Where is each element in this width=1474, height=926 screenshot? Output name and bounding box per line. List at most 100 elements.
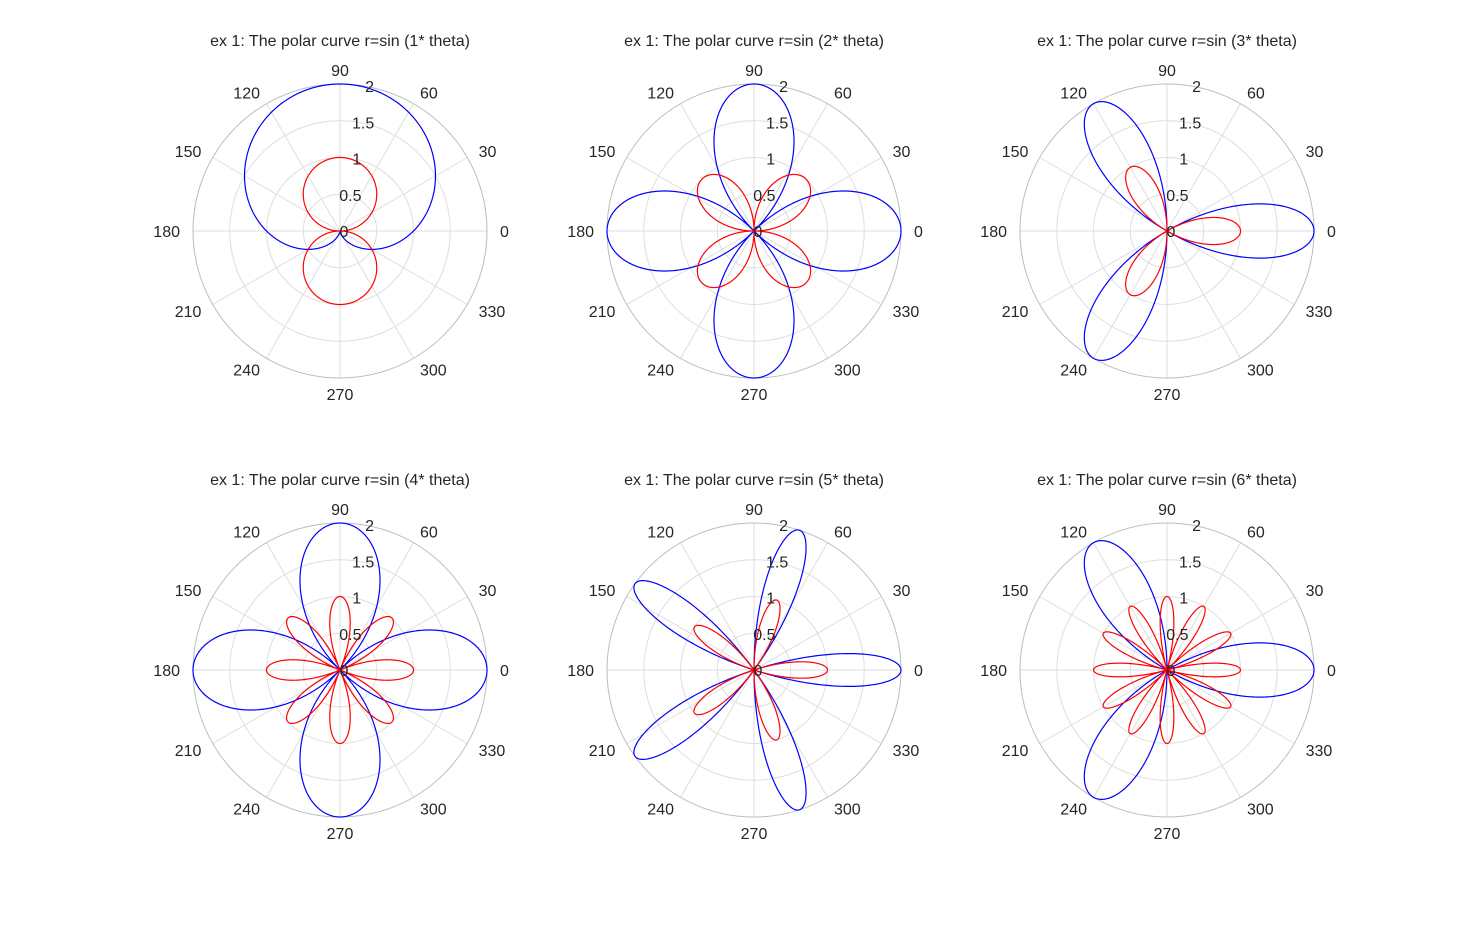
r-tick-label: 0 <box>1167 663 1176 680</box>
r-tick-label: 0 <box>340 663 349 680</box>
r-tick-label: 1 <box>352 591 361 608</box>
theta-tick-label: 60 <box>1247 524 1265 541</box>
r-tick-label: 0 <box>754 663 763 680</box>
angular-grid-line <box>1166 230 1295 305</box>
theta-tick-label: 0 <box>914 663 923 680</box>
r-tick-label: 2 <box>365 518 374 535</box>
r-tick-label: 1 <box>766 152 775 169</box>
theta-tick-label: 60 <box>834 85 852 102</box>
r-tick-label: 1 <box>1179 152 1188 169</box>
theta-tick-label: 210 <box>175 743 202 760</box>
theta-tick-label: 120 <box>647 524 674 541</box>
r-tick-label: 2 <box>779 79 788 96</box>
series-curve-blue <box>192 522 488 818</box>
r-tick-label: 1 <box>1179 591 1188 608</box>
polar-chart-6: ex 1: The polar curve r=sin (6* theta) 0 3… <box>980 472 1336 843</box>
series-curve-blue <box>1083 540 1315 800</box>
theta-tick-label: 210 <box>589 743 616 760</box>
chart-title: ex 1: The polar curve r=sin (5* theta) <box>624 472 884 489</box>
theta-tick-label: 330 <box>893 743 920 760</box>
angular-grid-line <box>680 669 755 798</box>
chart-title: ex 1: The polar curve r=sin (3* theta) <box>1037 33 1297 50</box>
theta-tick-label: 150 <box>175 144 202 161</box>
angular-grid-line <box>1166 103 1241 232</box>
theta-tick-label: 270 <box>1154 387 1181 404</box>
theta-tick-label: 30 <box>479 583 497 600</box>
theta-tick-label: 120 <box>233 524 260 541</box>
theta-tick-label: 210 <box>1002 304 1029 321</box>
theta-tick-label: 240 <box>1060 802 1087 819</box>
theta-tick-label: 90 <box>331 63 349 80</box>
r-tick-label: 0.5 <box>1166 627 1188 644</box>
theta-tick-label: 180 <box>153 663 180 680</box>
theta-tick-label: 0 <box>500 224 509 241</box>
r-tick-label: 2 <box>1192 79 1201 96</box>
theta-tick-label: 150 <box>1002 583 1029 600</box>
theta-tick-label: 150 <box>589 144 616 161</box>
theta-tick-label: 330 <box>479 743 506 760</box>
theta-tick-label: 0 <box>1327 663 1336 680</box>
theta-tick-label: 300 <box>834 363 861 380</box>
theta-tick-label: 330 <box>893 304 920 321</box>
theta-tick-label: 60 <box>420 524 438 541</box>
theta-tick-label: 180 <box>980 224 1007 241</box>
theta-tick-label: 330 <box>479 304 506 321</box>
theta-tick-label: 270 <box>1154 826 1181 843</box>
angular-grid-line <box>212 230 341 305</box>
angular-grid-line <box>266 230 341 359</box>
angular-grid-line <box>626 596 755 671</box>
theta-tick-label: 120 <box>233 85 260 102</box>
theta-tick-label: 90 <box>1158 63 1176 80</box>
theta-tick-label: 300 <box>420 363 447 380</box>
angular-grid-line <box>339 157 468 232</box>
r-tick-label: 1 <box>766 591 775 608</box>
theta-tick-label: 270 <box>741 826 768 843</box>
theta-tick-label: 210 <box>175 304 202 321</box>
theta-tick-label: 300 <box>420 802 447 819</box>
theta-tick-label: 30 <box>1306 144 1324 161</box>
angular-grid-line <box>1166 157 1295 232</box>
theta-tick-label: 120 <box>1060 85 1087 102</box>
theta-tick-label: 330 <box>1306 304 1333 321</box>
theta-tick-label: 150 <box>175 583 202 600</box>
r-tick-label: 0.5 <box>339 188 361 205</box>
r-tick-label: 2 <box>365 79 374 96</box>
theta-tick-label: 90 <box>745 63 763 80</box>
chart-title: ex 1: The polar curve r=sin (2* theta) <box>624 33 884 50</box>
angular-grid-line <box>753 669 882 744</box>
theta-tick-label: 300 <box>1247 363 1274 380</box>
r-tick-label: 2 <box>1192 518 1201 535</box>
angular-grid-line <box>266 103 341 232</box>
series-curve-red <box>1125 165 1242 297</box>
r-tick-label: 1.5 <box>766 115 788 132</box>
r-tick-label: 1.5 <box>352 554 374 571</box>
angular-grid-line <box>339 103 414 232</box>
angular-grid-line <box>339 230 468 305</box>
series-curve-blue <box>1083 101 1315 361</box>
r-tick-label: 0.5 <box>339 627 361 644</box>
polar-chart-3: ex 1: The polar curve r=sin (3* theta) 0 3… <box>980 33 1336 404</box>
angular-grid-line <box>753 596 882 671</box>
series-curve-red <box>265 595 415 745</box>
angular-grid-line <box>1166 230 1241 359</box>
r-tick-label: 1.5 <box>1179 115 1201 132</box>
r-tick-label: 2 <box>779 518 788 535</box>
theta-tick-label: 240 <box>1060 363 1087 380</box>
theta-tick-label: 30 <box>893 144 911 161</box>
theta-tick-label: 180 <box>153 224 180 241</box>
series-curve-red <box>693 599 829 741</box>
theta-tick-label: 180 <box>980 663 1007 680</box>
series-curve-blue <box>606 83 902 379</box>
series-curve-blue <box>633 529 902 811</box>
theta-tick-label: 0 <box>500 663 509 680</box>
angular-grid-line <box>680 542 755 671</box>
polar-chart-1: ex 1: The polar curve r=sin (1* theta) 0 3… <box>153 33 509 404</box>
angular-grid-line <box>1039 157 1168 232</box>
theta-tick-label: 90 <box>1158 502 1176 519</box>
r-tick-label: 0 <box>1167 224 1176 241</box>
theta-tick-label: 150 <box>589 583 616 600</box>
angular-grid-line <box>626 669 755 744</box>
theta-tick-label: 90 <box>745 502 763 519</box>
theta-tick-label: 90 <box>331 502 349 519</box>
theta-tick-label: 210 <box>1002 743 1029 760</box>
